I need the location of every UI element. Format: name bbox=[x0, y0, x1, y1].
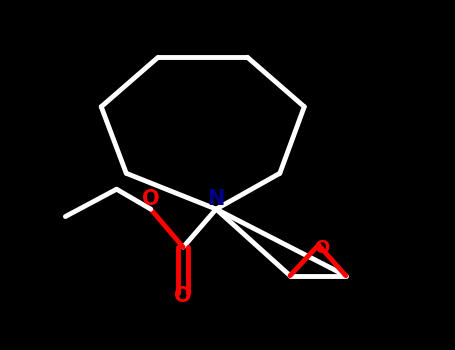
Text: O: O bbox=[174, 286, 192, 306]
Text: O: O bbox=[313, 239, 329, 257]
Text: N: N bbox=[207, 189, 225, 209]
Text: O: O bbox=[142, 189, 160, 209]
